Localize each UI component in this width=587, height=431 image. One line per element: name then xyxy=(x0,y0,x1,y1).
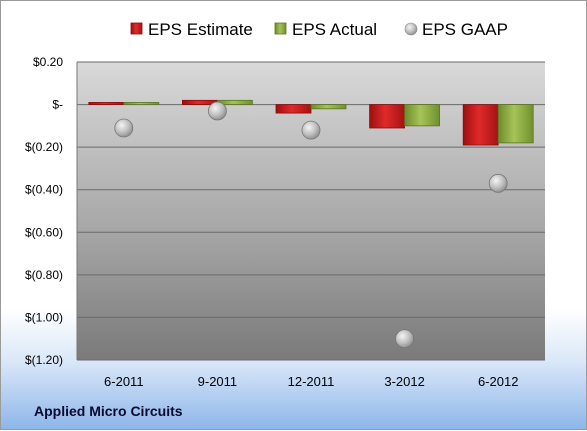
eps-gaap-point xyxy=(207,101,227,121)
y-tick-label: $(1.20) xyxy=(25,353,63,367)
legend: EPS Estimate EPS Actual EPS GAAP xyxy=(130,20,508,39)
eps-actual-bar xyxy=(497,104,534,144)
eps-estimate-bar xyxy=(369,104,406,129)
eps-gaap-point xyxy=(301,120,321,140)
y-tick-label: $- xyxy=(52,98,63,112)
eps-actual-legend-swatch xyxy=(274,22,287,35)
eps-gaap-point xyxy=(488,173,508,193)
eps-actual-bar xyxy=(123,102,160,105)
y-tick-label: $0.20 xyxy=(33,55,63,69)
eps-gaap-point xyxy=(395,329,415,349)
x-tick-label: 3-2012 xyxy=(384,374,424,389)
x-tick-label: 6-2011 xyxy=(104,374,144,389)
y-tick-label: $(0.20) xyxy=(25,140,63,154)
eps-estimate-bar xyxy=(462,104,499,146)
y-axis: $0.20 $- $(0.20) $(0.40) $(0.60) $(0.80) $(1.0… xyxy=(25,55,78,367)
eps-actual-bar xyxy=(310,104,347,110)
eps-gaap-point xyxy=(114,118,134,138)
eps-estimate-bar xyxy=(275,104,312,114)
bars xyxy=(88,99,534,146)
x-tick-label: 6-2012 xyxy=(478,374,518,389)
eps-gaap-legend-swatch xyxy=(404,22,418,36)
y-tick-label: $(0.80) xyxy=(25,268,63,282)
y-tick-label: $(0.60) xyxy=(25,225,63,239)
eps-estimate-legend-label: EPS Estimate xyxy=(148,20,253,39)
x-tick-label: 9-2011 xyxy=(198,374,238,389)
x-tick-label: 12-2011 xyxy=(288,374,335,389)
eps-estimate-bar xyxy=(88,102,125,105)
eps-actual-bar xyxy=(404,104,441,127)
x-axis: 6-2011 9-2011 12-2011 3-2012 6-2012 xyxy=(104,374,518,389)
eps-estimate-legend-swatch xyxy=(130,22,143,35)
gaap-points xyxy=(114,101,508,349)
y-tick-label: $(1.00) xyxy=(25,310,63,324)
eps-gaap-legend-label: EPS GAAP xyxy=(422,20,508,39)
eps-actual-legend-label: EPS Actual xyxy=(292,20,377,39)
company-name: Applied Micro Circuits xyxy=(34,403,183,419)
y-tick-label: $(0.40) xyxy=(25,183,63,197)
